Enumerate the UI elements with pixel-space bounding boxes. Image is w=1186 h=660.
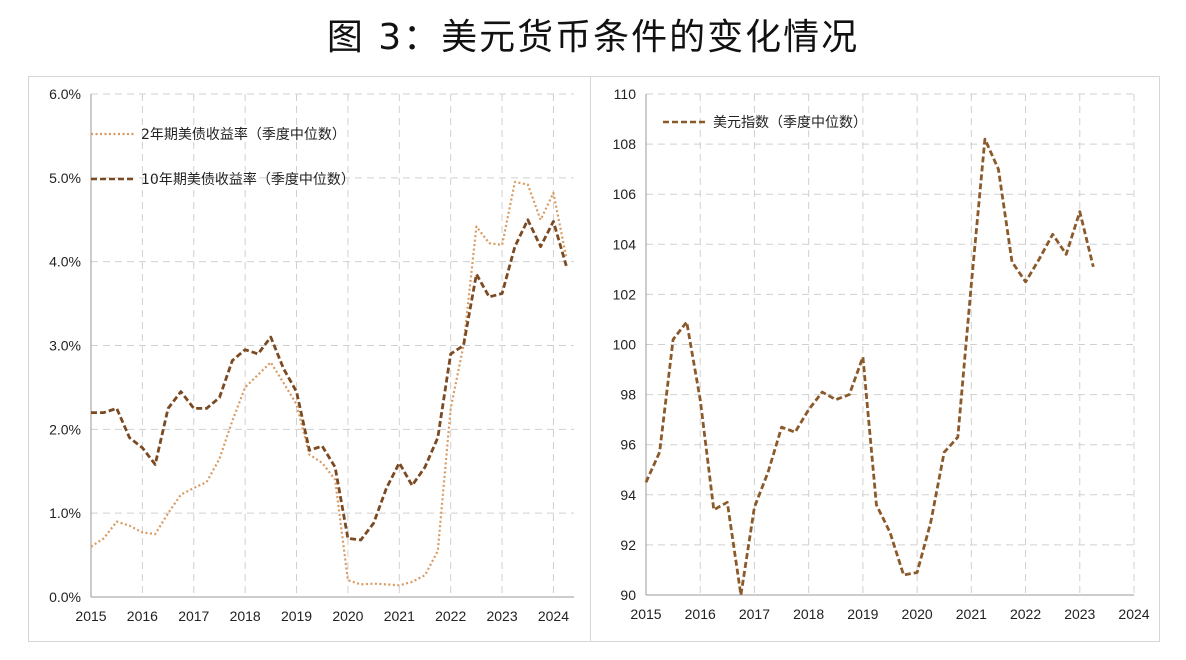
legend-label: 2年期美债收益率（季度中位数）: [141, 126, 346, 143]
treasury-yield-chart: 0.0% 1.0% 2.0% 3.0% 4.0% 5.0% 6.0% 2015 2016 2017…: [49, 86, 574, 624]
y-tick-label: 110: [614, 86, 637, 102]
y-tick-label: 2.0%: [49, 421, 81, 437]
x-tick-label: 2016: [685, 606, 716, 622]
dollar-index-chart: 90 92 94 96 98 100 102 104 106 108 110 2015 2016 2017…: [613, 86, 1150, 622]
x-tick-label: 2022: [1010, 606, 1041, 622]
x-tick-label: 2023: [486, 608, 517, 624]
x-tick-label: 2015: [75, 608, 106, 624]
x-tick-label: 2017: [178, 608, 209, 624]
x-tick-label: 2022: [435, 608, 466, 624]
legend-label: 10年期美债收益率（季度中位数）: [141, 171, 355, 188]
x-tick-label: 2021: [384, 608, 415, 624]
x-tick-label: 2018: [230, 608, 261, 624]
y-tick-label: 90: [620, 587, 636, 603]
y-tick-label: 3.0%: [49, 338, 81, 354]
y-tick-label: 106: [613, 186, 637, 202]
y-tick-label: 5.0%: [49, 170, 81, 186]
y-tick-label: 104: [613, 236, 637, 252]
x-tick-label: 2024: [1118, 606, 1149, 622]
x-tick-label: 2021: [956, 606, 987, 622]
x-tick-label: 2017: [739, 606, 770, 622]
y-tick-label: 94: [620, 487, 636, 503]
chart-panel-dollar-index: 90 92 94 96 98 100 102 104 106 108 110 2015 2016 2017…: [590, 76, 1160, 642]
gridlines: [646, 93, 1135, 595]
legend-label: 美元指数（季度中位数）: [713, 115, 867, 131]
x-tick-label: 2018: [793, 606, 824, 622]
x-tick-label: 2020: [332, 608, 363, 624]
chart-panel-treasury-yields: 0.0% 1.0% 2.0% 3.0% 4.0% 5.0% 6.0% 2015 2016 2017…: [28, 76, 596, 642]
y-tick-label: 92: [620, 537, 636, 553]
y-tick-label: 0.0%: [49, 589, 81, 605]
x-tick-label: 2016: [127, 608, 158, 624]
x-tick-label: 2023: [1064, 606, 1095, 622]
x-tick-label: 2019: [281, 608, 312, 624]
y-tick-label: 108: [613, 136, 637, 152]
x-tick-label: 2024: [538, 608, 569, 624]
y-tick-label: 98: [620, 387, 636, 403]
series-line-1: [90, 180, 568, 587]
page-title: 图 3：美元货币条件的变化情况: [326, 17, 860, 58]
y-tick-label: 102: [613, 286, 637, 302]
y-tick-label: 6.0%: [49, 86, 81, 102]
series-line-1: [644, 137, 1095, 597]
x-tick-label: 2020: [902, 606, 933, 622]
gridlines: [91, 93, 574, 597]
y-tick-label: 1.0%: [49, 505, 81, 521]
y-tick-label: 96: [620, 437, 636, 453]
y-tick-label: 100: [613, 337, 637, 353]
x-tick-label: 2019: [847, 606, 878, 622]
series-line-2: [91, 218, 568, 542]
y-tick-label: 4.0%: [49, 254, 81, 270]
x-tick-label: 2015: [630, 606, 661, 622]
